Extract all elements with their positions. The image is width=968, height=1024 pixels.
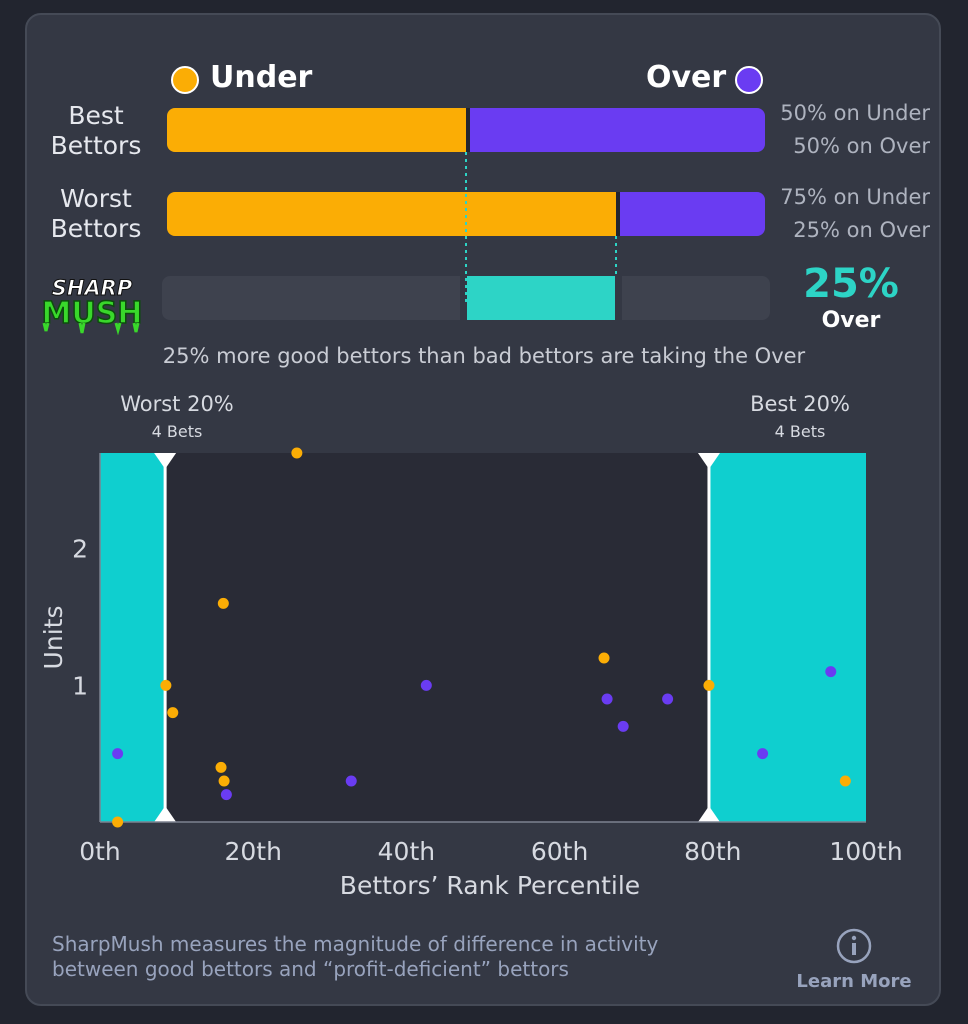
over-legend-dot: [735, 66, 763, 94]
learn-more-label: Learn More: [796, 971, 912, 992]
best-bettors-label-line2: Bettors: [50, 131, 142, 160]
footer-line-1: SharpMush measures the magnitude of diff…: [52, 932, 659, 956]
band-top-marker-1: [697, 453, 720, 469]
sharpmush-track-left: [162, 276, 460, 320]
band-label-1: Best 20%: [750, 392, 850, 416]
x-tick-label: 20th: [224, 837, 281, 866]
x-tick-label: 40th: [378, 837, 435, 866]
under-point: [160, 679, 172, 691]
sharpmush-summary: 25% more good bettors than bad bettors a…: [162, 344, 806, 368]
worst-bettors-under-segment: [167, 192, 616, 236]
best-bettors-under-segment: [167, 108, 466, 152]
x-axis-title: Bettors’ Rank Percentile: [340, 871, 640, 900]
over-point: [617, 720, 629, 732]
band-0: [100, 453, 166, 822]
x-tick-label: 60th: [531, 837, 588, 866]
over-point: [601, 693, 613, 705]
best-bettors-bar: [167, 108, 765, 152]
over-point: [345, 775, 357, 787]
best-bettors-over-text: 50% on Over: [793, 134, 930, 158]
over-point: [420, 679, 432, 691]
band-top-marker-0: [154, 453, 177, 469]
band-1: [708, 453, 866, 822]
under-point: [839, 775, 851, 787]
over-point: [220, 789, 232, 801]
y-tick-label: 1: [72, 671, 88, 700]
worst-bettors-percentages: 75% on Under 25% on Over: [760, 181, 930, 247]
under-legend-dot: [171, 66, 199, 94]
under-point: [291, 447, 303, 459]
worst-bettors-over-segment: [615, 192, 765, 236]
over-point: [825, 666, 837, 678]
worst-bettors-under-text: 75% on Under: [780, 185, 930, 209]
footer-description: SharpMush measures the magnitude of diff…: [52, 932, 658, 982]
band-label-0: Worst 20%: [120, 392, 234, 416]
best-bettors-percentages: 50% on Under 50% on Over: [760, 97, 930, 163]
under-point: [218, 775, 230, 787]
y-axis-title: Units: [39, 606, 68, 670]
under-point: [112, 816, 124, 828]
over-legend-label: Over: [646, 60, 727, 95]
sharpmush-difference-fill: [467, 276, 615, 320]
under-point: [167, 707, 179, 719]
best-bettors-label: Best Bettors: [41, 101, 151, 161]
sharpmush-side: Over: [821, 308, 881, 333]
over-point: [662, 693, 674, 705]
x-tick-label: 80th: [684, 837, 741, 866]
svg-text:MUSH: MUSH: [42, 296, 143, 331]
band-sublabel-0: 4 Bets: [152, 422, 203, 441]
best-bettors-over-segment: [466, 108, 765, 152]
sharpmush-track-right: [622, 276, 770, 320]
info-icon: [836, 928, 872, 964]
under-point: [215, 761, 227, 773]
y-tick-label: 2: [72, 535, 88, 564]
band-sublabel-1: 4 Bets: [775, 422, 826, 441]
worst-bettors-label-line1: Worst: [60, 184, 132, 213]
learn-more-button[interactable]: Learn More: [796, 927, 912, 997]
footer-line-2: between good bettors and “profit-deficie…: [52, 957, 569, 981]
svg-text:SHARP: SHARP: [52, 276, 133, 300]
under-point: [598, 652, 610, 664]
best-bettors-label-line1: Best: [68, 101, 124, 130]
worst-bettors-over-text: 25% on Over: [793, 218, 930, 242]
worst-bettors-label: Worst Bettors: [41, 184, 151, 244]
worst-bettors-label-line2: Bettors: [50, 214, 142, 243]
sharpmush-logo: SHARP MUSH: [41, 276, 143, 335]
worst-bettors-bar: [167, 192, 765, 236]
over-point: [112, 748, 124, 760]
under-point: [217, 597, 229, 609]
band-bottom-marker-0: [154, 806, 177, 822]
x-tick-label: 100th: [829, 837, 902, 866]
best-bettors-under-text: 50% on Under: [780, 101, 930, 125]
x-tick-label: 0th: [79, 837, 121, 866]
under-legend-label: Under: [210, 60, 313, 95]
band-bottom-marker-1: [697, 806, 720, 822]
sharpmush-value: 25%: [803, 261, 899, 307]
under-point: [703, 679, 715, 691]
over-point: [757, 748, 769, 760]
